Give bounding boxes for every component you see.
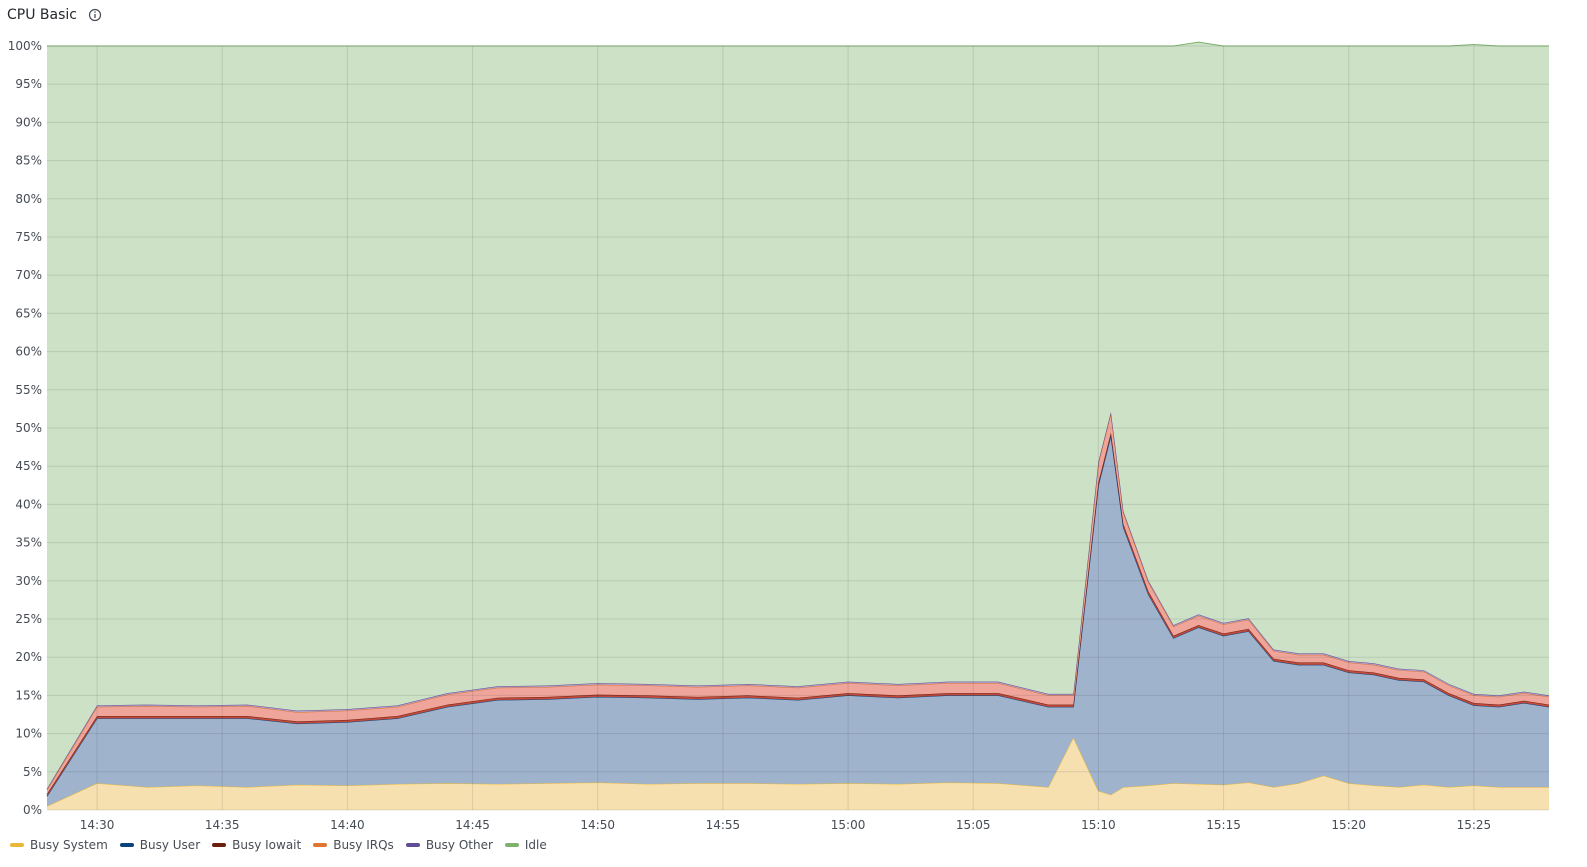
x-tick-label: 14:45 [455,818,490,832]
x-tick-label: 14:30 [80,818,115,832]
x-tick-label: 15:05 [956,818,991,832]
chart-legend: Busy System Busy User Busy Iowait Busy IRQs… [10,838,547,852]
y-tick-label: 70% [15,268,42,282]
info-circle-icon[interactable] [87,7,103,23]
legend-item-busy-iowait[interactable]: Busy Iowait [212,838,301,852]
y-tick-label: 65% [15,306,42,320]
legend-swatch [119,843,134,847]
legend-swatch [212,843,227,847]
y-tick-label: 75% [15,230,42,244]
legend-label: Idle [524,838,547,852]
y-tick-label: 85% [15,154,42,168]
legend-label: Busy System [30,838,108,852]
y-tick-label: 100% [8,39,42,53]
y-tick-label: 95% [15,77,42,91]
y-tick-label: 40% [15,497,42,511]
x-tick-label: 14:55 [706,818,741,832]
area-busy-system [47,737,1549,810]
y-tick-label: 45% [15,459,42,473]
y-tick-label: 60% [15,345,42,359]
panel-title: CPU Basic [7,7,77,23]
legend-label: Busy IRQs [333,838,394,852]
x-tick-label: 15:00 [831,818,866,832]
y-tick-label: 10% [15,727,42,741]
y-tick-label: 55% [15,383,42,397]
x-tick-label: 15:20 [1331,818,1366,832]
x-tick-label: 14:40 [330,818,365,832]
y-tick-label: 20% [15,650,42,664]
legend-item-busy-irqs[interactable]: Busy IRQs [313,838,394,852]
legend-item-busy-system[interactable]: Busy System [10,838,108,852]
legend-label: Busy Other [425,838,493,852]
x-tick-label: 14:50 [580,818,615,832]
y-tick-label: 35% [15,536,42,550]
legend-swatch [313,843,328,847]
y-tick-label: 80% [15,192,42,206]
legend-swatch [504,843,519,847]
x-tick-label: 15:15 [1206,818,1241,832]
legend-swatch [405,843,420,847]
legend-item-busy-user[interactable]: Busy User [119,838,201,852]
x-tick-label: 15:10 [1081,818,1116,832]
x-tick-label: 15:25 [1457,818,1492,832]
area-busy-user [47,435,1549,807]
y-tick-label: 5% [23,765,42,779]
legend-label: Busy User [139,838,201,852]
legend-item-busy-other[interactable]: Busy Other [405,838,493,852]
y-tick-label: 15% [15,688,42,702]
y-tick-label: 90% [15,115,42,129]
y-tick-label: 50% [15,421,42,435]
legend-label: Busy Iowait [232,838,302,852]
legend-swatch [10,843,24,847]
panel-header: CPU Basic [7,4,103,26]
x-tick-label: 14:35 [205,818,240,832]
y-tick-label: 30% [15,574,42,588]
legend-item-idle[interactable]: Idle [504,838,547,852]
y-tick-label: 25% [15,612,42,626]
line-idle [47,41,1549,47]
area-idle [47,42,1549,789]
y-tick-label: 0% [23,803,42,817]
